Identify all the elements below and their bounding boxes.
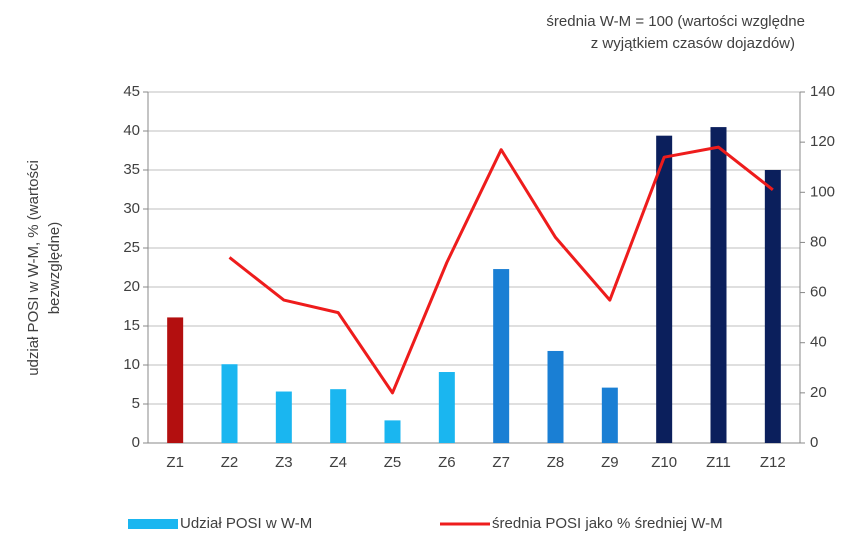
- legend-label: Udział POSI w W-M: [180, 515, 312, 532]
- x-tick-label: Z12: [760, 454, 786, 471]
- y2-tick-label: 100: [810, 183, 835, 200]
- bar: [547, 350, 564, 443]
- x-tick-label: Z10: [651, 454, 677, 471]
- annotation: średnia W-M = 100 (wartości względne: [546, 13, 805, 30]
- y2-tick-label: 40: [810, 334, 827, 351]
- x-tick-label: Z1: [166, 454, 184, 471]
- x-tick-label: Z9: [601, 454, 619, 471]
- bar: [601, 387, 618, 443]
- bar: [384, 420, 401, 443]
- bar: [221, 364, 238, 443]
- line: [228, 145, 774, 395]
- bar: [167, 317, 184, 443]
- x-tick-label: Z5: [384, 454, 402, 471]
- y-tick-label: 0: [132, 434, 140, 451]
- bar: [493, 269, 510, 443]
- y-tick-label: 20: [123, 278, 140, 295]
- bar: [330, 389, 347, 443]
- y2-tick-label: 120: [810, 133, 835, 150]
- x-tick-label: Z7: [492, 454, 510, 471]
- x-tick-label: Z3: [275, 454, 293, 471]
- y2-tick-label: 140: [810, 83, 835, 100]
- bar: [764, 170, 781, 443]
- bar: [275, 391, 292, 443]
- x-tick-label: Z6: [438, 454, 456, 471]
- y-tick-label: 45: [123, 83, 140, 100]
- legend-swatch: [128, 519, 178, 529]
- y2-tick-label: 20: [810, 384, 827, 401]
- legend-label: średnia POSI jako % średniej W-M: [492, 515, 723, 532]
- y2-tick-label: 80: [810, 233, 827, 250]
- x-tick-label: Z11: [706, 454, 731, 471]
- y-tick-label: 5: [132, 395, 140, 412]
- y-tick-label: 25: [123, 239, 140, 256]
- y-tick-label: 10: [123, 356, 140, 373]
- bar: [438, 372, 455, 443]
- y2-tick-label: 0: [810, 434, 818, 451]
- annotation: z wyjątkiem czasów dojazdów): [591, 35, 795, 52]
- x-tick-label: Z8: [547, 454, 565, 471]
- y-tick-label: 35: [123, 161, 140, 178]
- bar: [710, 127, 727, 443]
- y-tick-label: 40: [123, 122, 140, 139]
- bar: [656, 135, 673, 443]
- x-tick-label: Z4: [329, 454, 347, 471]
- y2-tick-label: 60: [810, 284, 827, 301]
- y-axis-label: udział POSI w W-M, % (wartości: [25, 160, 42, 376]
- y-tick-label: 15: [123, 317, 140, 334]
- x-tick-label: Z2: [221, 454, 239, 471]
- y-axis-label: bezwzględne): [46, 222, 63, 315]
- y-tick-label: 30: [123, 200, 140, 217]
